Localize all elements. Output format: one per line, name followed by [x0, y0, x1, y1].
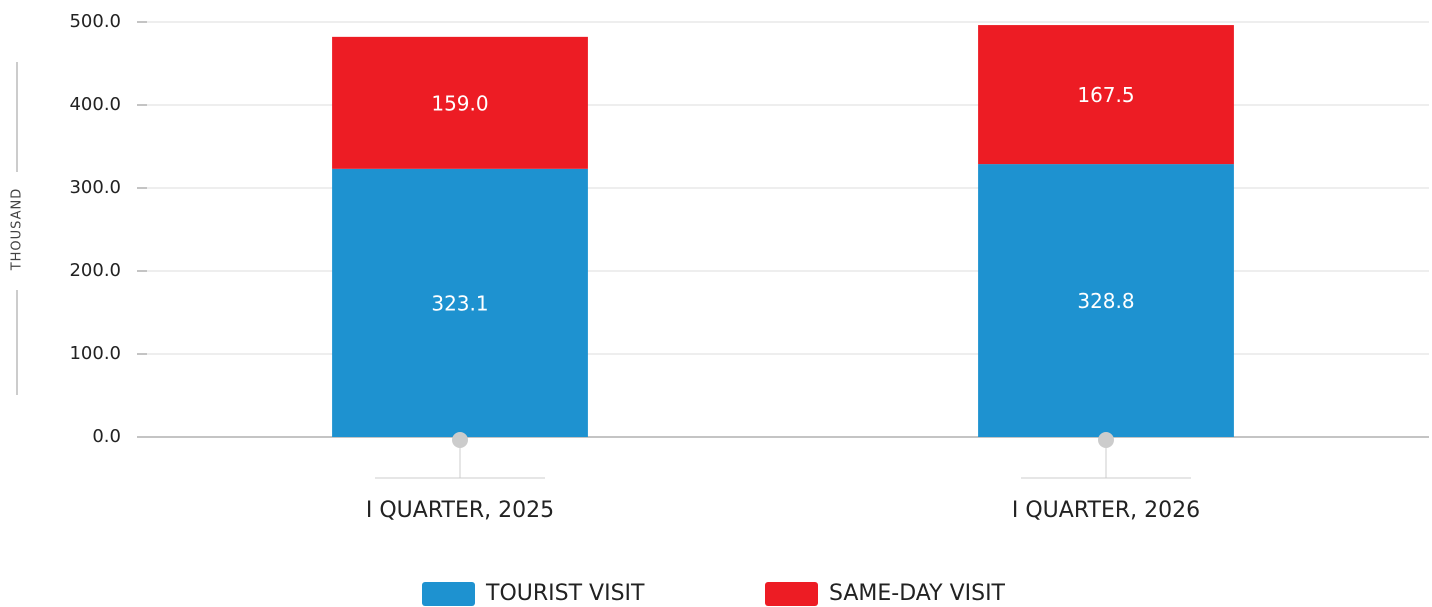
category-dot — [1098, 432, 1114, 448]
legend-label: SAME-DAY VISIT — [829, 581, 1006, 606]
bar-segment — [332, 36, 588, 169]
bar-segment — [978, 164, 1234, 437]
y-tick-label: 500.0 — [69, 11, 121, 32]
x-tick-label: I QUARTER, 2025 — [366, 498, 554, 523]
legend-swatch — [422, 582, 475, 606]
y-tick-label: 0.0 — [92, 426, 121, 447]
bar-segment — [978, 25, 1234, 165]
y-tick-label: 300.0 — [69, 177, 121, 198]
y-tick-label: 100.0 — [69, 343, 121, 364]
category-dot — [452, 432, 468, 448]
y-axis-label: THOUSAND — [10, 188, 25, 272]
legend-label: TOURIST VISIT — [485, 581, 645, 606]
data-label: 159.0 — [431, 91, 488, 115]
legend-swatch — [765, 582, 818, 606]
data-label: 328.8 — [1077, 289, 1134, 313]
bar-segment — [332, 168, 588, 437]
y-tick-label: 400.0 — [69, 94, 121, 115]
y-tick-label: 200.0 — [69, 260, 121, 281]
data-label: 323.1 — [431, 291, 488, 315]
x-tick-label: I QUARTER, 2026 — [1012, 498, 1200, 523]
data-label: 167.5 — [1077, 83, 1134, 107]
